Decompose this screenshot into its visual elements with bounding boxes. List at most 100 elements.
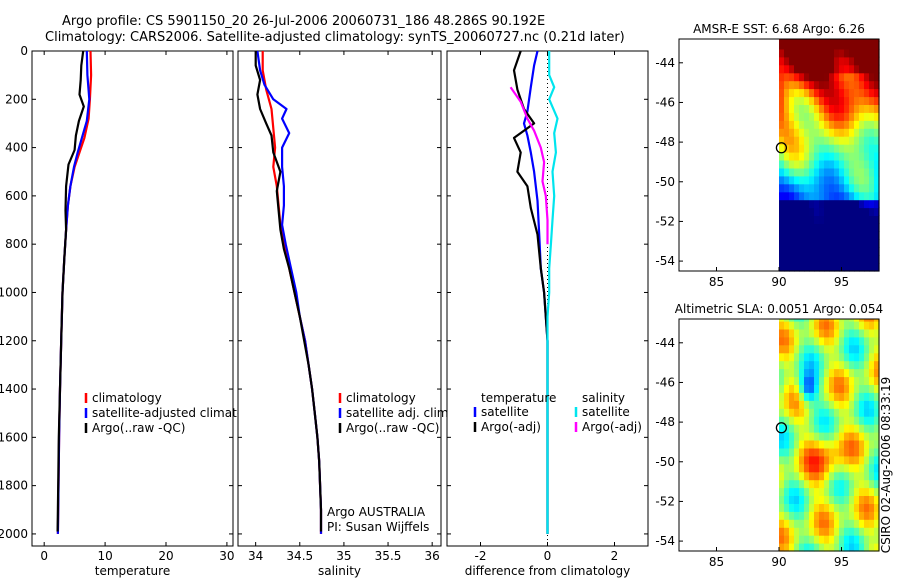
sst-heatmap-cell [809,80,815,90]
sst-heatmap-cell [829,207,835,216]
sst-heatmap-cell [799,255,805,264]
sst-heatmap-cell [859,144,865,153]
sst-heatmap-cell [834,88,840,98]
sla-heatmap-cell [779,416,785,425]
sst-heatmap-cell [864,239,870,248]
sla-ytick-label: -46 [655,375,675,389]
sla-heatmap-cell [829,535,835,544]
sla-heatmap-cell [809,376,815,385]
sla-heatmap-cell [829,447,835,457]
sst-heatmap-cell [799,136,805,145]
sst-heatmap-cell [799,231,805,240]
sst-heatmap-cell [829,128,835,137]
sla-heatmap-cell [869,447,875,457]
sla-heatmap-cell [854,495,860,504]
sla-heatmap-cell [864,535,870,544]
sla-heatmap-cell [804,368,810,378]
sla-heatmap-cell [839,511,845,520]
sst-heatmap-cell [854,128,860,137]
sla-heatmap-cell [824,440,830,449]
sla-heatmap-cell [849,503,855,512]
sla-heatmap-cell [814,479,820,489]
sst-heatmap-cell [874,72,880,82]
sst-heatmap-cell [839,247,845,256]
sla-heatmap-cell [844,519,850,528]
sst-heatmap-cell [824,48,830,58]
sla-heatmap-cell [854,400,860,409]
sla-heatmap-cell [794,503,800,512]
sst-heatmap-cell [824,247,830,256]
sst-heatmap-cell [824,39,830,42]
sst-heatmap-cell [844,160,850,169]
sst-heatmap-cell [819,152,825,161]
sst-heatmap-cell [874,144,880,153]
sla-heatmap-cell [789,527,795,536]
temperature-ytick-label: 200 [5,92,28,106]
sla-heatmap-cell [794,447,800,457]
sst-heatmap-cell [804,104,810,113]
sst-heatmap-cell [854,239,860,248]
sla-heatmap-cell [779,455,785,465]
sst-heatmap-cell [839,72,845,82]
sst-heatmap-cell [854,144,860,153]
sla-heatmap-cell [839,376,845,385]
sla-heatmap-cell [824,495,830,504]
sst-heatmap-cell [784,183,790,193]
sst-heatmap-cell [809,199,815,209]
sst-heatmap-cell [859,215,865,224]
sst-heatmap-cell [809,247,815,256]
sst-heatmap-cell [804,96,810,105]
sst-heatmap-cell [864,39,870,42]
sla-heatmap-cell [869,368,875,378]
sla-heatmap-cell [814,535,820,544]
sla-heatmap-cell [784,471,790,481]
sst-heatmap-cell [829,56,835,66]
sst-heatmap-cell [854,39,860,42]
sla-heatmap-cell [844,392,850,401]
sla-heatmap-cell [869,527,875,536]
sst-heatmap-cell [834,223,840,232]
sla-heatmap-cell [859,503,865,512]
sla-heatmap-cell [824,463,830,473]
sst-heatmap-cell [824,72,830,82]
sla-heatmap-cell [864,447,870,457]
sst-heatmap-cell [869,39,875,42]
sla-heatmap-cell [834,400,840,409]
sst-heatmap-cell [839,64,845,74]
sla-heatmap-cell [869,319,875,322]
sst-heatmap-cell [864,175,870,185]
sst-heatmap-cell [874,255,880,264]
sla-heatmap-cell [834,384,840,393]
sst-heatmap-cell [839,175,845,185]
sst-heatmap-cell [809,144,815,153]
sst-heatmap-cell [799,239,805,248]
sst-heatmap-cell [849,56,855,66]
sst-ytick-label: -54 [655,254,675,268]
sst-heatmap-cell [849,167,855,177]
sst-heatmap-cell [859,167,865,177]
sst-heatmap-cell [824,128,830,137]
sla-xtick-label: 90 [771,555,786,569]
sst-heatmap-cell [799,64,805,74]
sst-heatmap-cell [859,239,865,248]
sla-ytick-label: -50 [655,455,675,469]
sla-heatmap-cell [824,455,830,465]
sla-heatmap-cell [789,432,795,441]
sst-heatmap-cell [874,56,880,66]
sla-heatmap-cell [829,392,835,401]
sla-heatmap-cell [789,519,795,528]
sla-heatmap-cell [874,376,880,385]
sst-heatmap-cell [829,231,835,240]
sst-ytick-label: -44 [655,56,675,70]
sst-heatmap-cell [834,144,840,153]
sla-heatmap-cell [799,432,805,441]
sst-heatmap-cell [794,64,800,74]
sla-heatmap-cell [799,392,805,401]
sla-heatmap-cell [789,479,795,489]
sla-heatmap-cell [869,535,875,544]
sla-heatmap-cell [859,519,865,528]
sla-heatmap-cell [789,455,795,465]
sla-heatmap-cell [819,543,825,552]
sla-heatmap-cell [844,511,850,520]
sla-heatmap-cell [839,471,845,481]
